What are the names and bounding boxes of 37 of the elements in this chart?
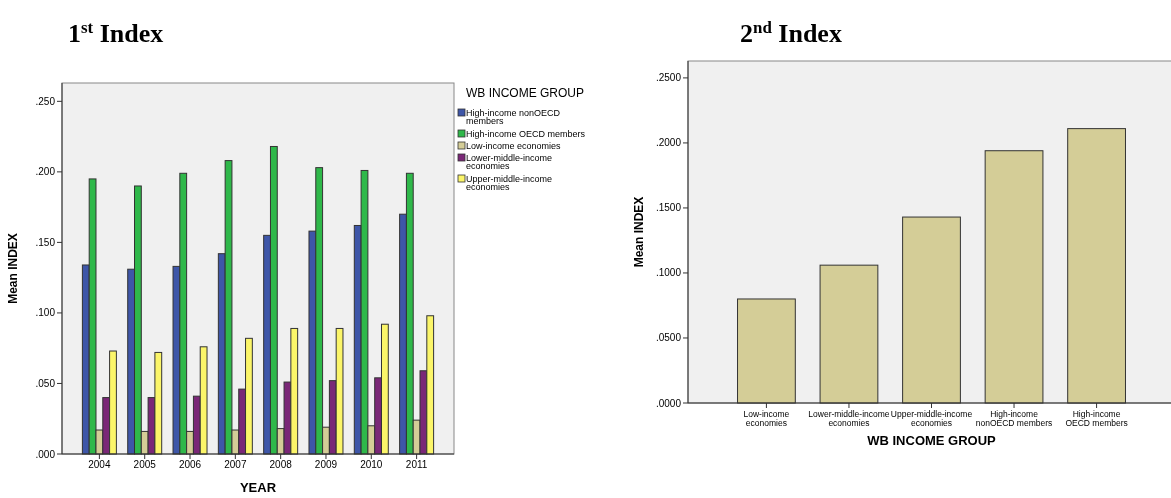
y-tick-label: .0000	[655, 397, 682, 409]
y-tick-label: .2500	[655, 72, 682, 84]
x-tick-label: High-income OECD members	[1065, 409, 1128, 428]
x-tick-label: 2004	[88, 459, 111, 470]
x-tick-label: 2005	[133, 459, 157, 470]
x-axis-title: YEAR	[239, 480, 277, 495]
y-tick-label: .050	[35, 377, 56, 389]
y-tick-label: .000	[35, 448, 56, 460]
x-tick-label: 2011	[405, 459, 428, 470]
x-tick-label: High-income nonOECD members	[975, 409, 1053, 428]
y-axis-title: Mean INDEX	[632, 196, 646, 268]
chart-title: 1$^{st}$ Index	[68, 17, 164, 48]
x-tick-label: 2010	[360, 459, 383, 470]
chart-title: 2$^{nd}$ Index	[740, 17, 842, 48]
y-tick-label: .1500	[655, 202, 682, 214]
y-tick-label: .100	[35, 307, 56, 319]
legend-label: Low-income economies	[466, 141, 562, 151]
y-axis-title: Mean INDEX	[6, 233, 20, 304]
y-tick-label: .1000	[655, 267, 682, 279]
legend-label: High-income OECD members	[466, 129, 586, 139]
legend-title: WB INCOME GROUP	[466, 86, 585, 100]
x-tick-label: 2009	[314, 459, 338, 470]
x-tick-label: Low-income economies	[743, 409, 790, 428]
y-tick-label: .2000	[655, 137, 682, 149]
x-tick-label: 2008	[269, 459, 293, 470]
y-tick-label: .200	[35, 166, 56, 178]
legend-label: Lower-middle-income economies	[466, 153, 553, 172]
x-tick-label: 2007	[224, 459, 247, 470]
legend-label: High-income nonOECD members	[466, 108, 561, 127]
x-tick-label: 2006	[178, 459, 202, 470]
x-tick-label: Upper-middle-income economies	[890, 409, 973, 428]
legend-label: Upper-middle-income economies	[466, 174, 553, 193]
y-tick-label: .150	[35, 236, 56, 248]
x-tick-label: Lower-middle-income economies	[808, 409, 890, 428]
y-tick-label: .0500	[655, 332, 682, 344]
x-axis-title: WB INCOME GROUP	[867, 433, 997, 448]
y-tick-label: .250	[35, 95, 56, 107]
